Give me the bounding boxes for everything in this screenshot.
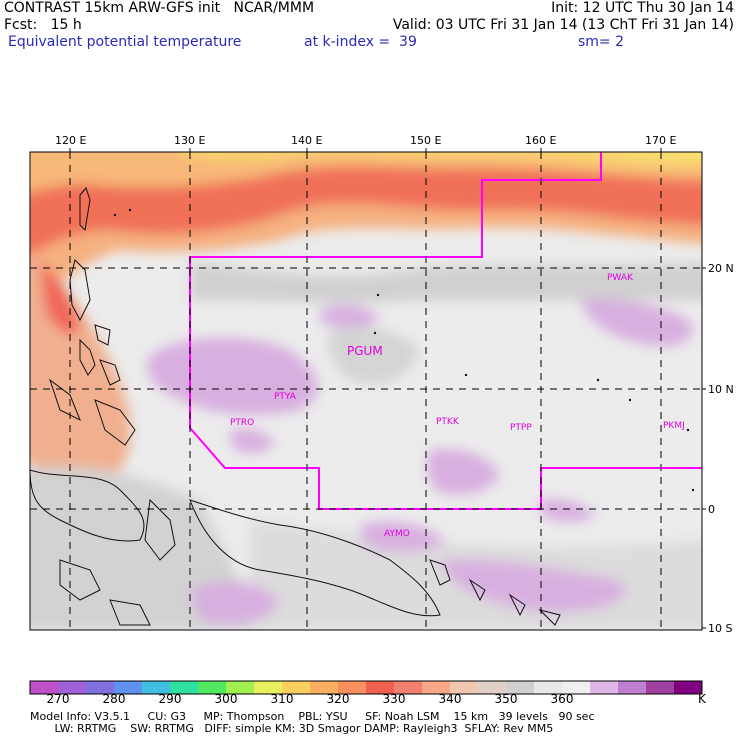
colorbar-swatch [114, 681, 143, 694]
colorbar-swatch [142, 681, 171, 694]
colorbar-swatch [254, 681, 283, 694]
colorbar-unit: K [698, 692, 706, 706]
colorbar-label: 310 [270, 692, 294, 706]
colorbar-swatch [562, 681, 591, 694]
valid-time: Valid: 03 UTC Fri 31 Jan 14 (13 ChT Fri … [392, 17, 734, 33]
lon-label-150: 150 E [410, 134, 442, 147]
colorbar-label: 340 [438, 692, 462, 706]
colorbar-swatch [506, 681, 535, 694]
colorbar [29, 680, 703, 695]
colorbar-label: 300 [214, 692, 238, 706]
colorbar-swatch [338, 681, 367, 694]
colorbar-swatch [30, 681, 59, 694]
colorbar-swatch [534, 681, 563, 694]
station-pkmj: PKMJ [663, 421, 685, 431]
station-pwak: PWAK [607, 273, 633, 283]
lon-label-130: 130 E [174, 134, 206, 147]
colorbar-swatch [590, 681, 619, 694]
station-ptro: PTRO [230, 418, 255, 428]
colorbar-swatch [58, 681, 87, 694]
colorbar-swatch [394, 681, 423, 694]
colorbar-swatch [226, 681, 255, 694]
lon-label-120: 120 E [55, 134, 87, 147]
lat-label-0: 0 [708, 503, 715, 516]
colorbar-label: 360 [550, 692, 574, 706]
smoothing: sm= 2 [578, 34, 625, 50]
model-title: CONTRAST 15km ARW-GFS init NCAR/MMM [4, 0, 315, 16]
init-time: Init: 12 UTC Thu 30 Jan 14 [551, 0, 734, 16]
colorbar-label: 280 [102, 692, 126, 706]
lat-label-20n: 20 N [708, 262, 734, 275]
colorbar-frame [29, 680, 703, 695]
colorbar-swatch [366, 681, 395, 694]
colorbar-swatch [478, 681, 507, 694]
colorbar-label: 330 [382, 692, 406, 706]
colorbar-label: 350 [494, 692, 518, 706]
station-aymo: AYMO [384, 529, 410, 539]
colorbar-label: 270 [46, 692, 70, 706]
lon-label-170: 170 E [645, 134, 677, 147]
station-ptkk: PTKK [436, 417, 459, 427]
colorbar-swatch [170, 681, 199, 694]
model-info-line2: LW: RRTMG SW: RRTMG DIFF: simple KM: 3D … [30, 722, 554, 735]
colorbar-label: 320 [326, 692, 350, 706]
colorbar-swatch [86, 681, 115, 694]
colorbar-swatch [310, 681, 339, 694]
colorbar-swatch [646, 681, 675, 694]
station-ptpp: PTPP [510, 423, 532, 433]
lon-label-140: 140 E [291, 134, 323, 147]
level-index: at k-index = 39 [304, 34, 417, 50]
colorbar-swatch [422, 681, 451, 694]
station-pgum: PGUM [347, 344, 383, 358]
colorbar-swatch [282, 681, 311, 694]
colorbar-swatch [618, 681, 647, 694]
station-ptya: PTYA [274, 392, 296, 402]
colorbar-swatch [450, 681, 479, 694]
colorbar-swatch [198, 681, 227, 694]
theta-e-field [30, 152, 702, 630]
model-info-line1: Model Info: V3.5.1 CU: G3 MP: Thompson P… [30, 710, 595, 723]
lon-label-160: 160 E [525, 134, 557, 147]
colorbar-label: 290 [158, 692, 182, 706]
field-name: Equivalent potential temperature [8, 34, 242, 50]
lat-label-10n: 10 N [708, 383, 734, 396]
forecast-hour: Fcst: 15 h [4, 17, 82, 33]
lat-label-10s: 10 S [708, 622, 733, 635]
colorbar-swatch [674, 681, 703, 694]
